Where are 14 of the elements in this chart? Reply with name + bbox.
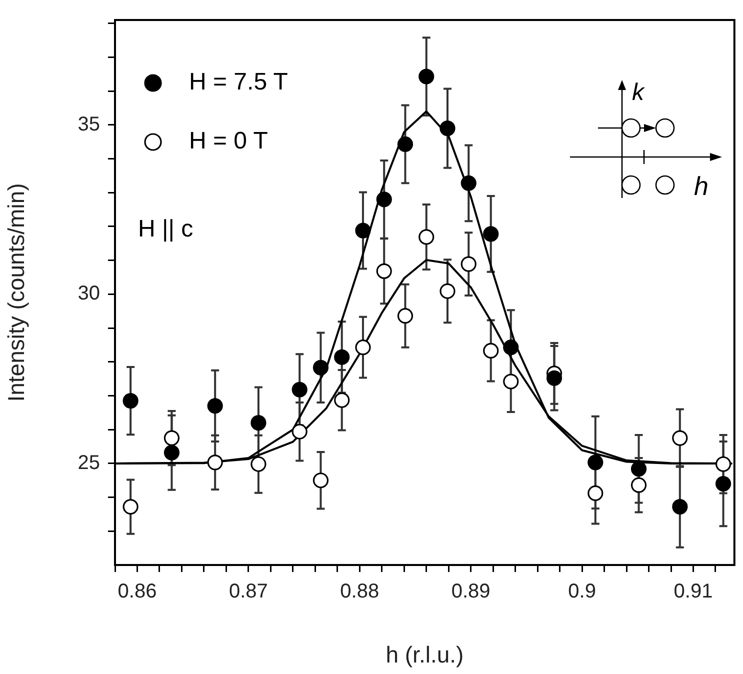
legend-label: H = 0 T	[189, 128, 268, 155]
y-tick-label: 30	[78, 282, 100, 305]
x-tick-label: 0.88	[340, 580, 380, 603]
legend-label: H = 7.5 T	[189, 68, 288, 96]
x-axis-title: h (r.l.u.)	[386, 642, 464, 668]
y-tick-label: 25	[78, 452, 100, 474]
annotation: H || c	[138, 216, 194, 243]
x-tick-label: 0.89	[451, 580, 490, 603]
x-tick-label: 0.9	[568, 580, 596, 603]
x-tick-label: 0.87	[228, 580, 268, 603]
y-tick-label: 35	[78, 113, 100, 136]
x-tick-label: 0.86	[118, 580, 157, 603]
x-tick-label: 0.91	[674, 580, 713, 603]
y-axis-title: Intensity (counts/min)	[3, 183, 30, 402]
